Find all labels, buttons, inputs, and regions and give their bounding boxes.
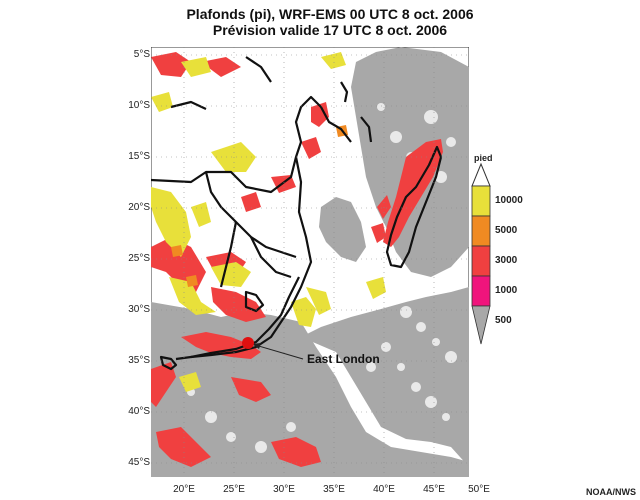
- legend-label-3000: 3000: [495, 255, 518, 266]
- legend-label-10000: 10000: [495, 195, 523, 206]
- map-title-line2: Prévision valide 17 UTC 8 oct. 2006: [212, 22, 448, 38]
- x-tick-25e: 25°E: [223, 484, 245, 495]
- legend-top-arrow: [471, 162, 491, 187]
- y-tick-20s: 20°S: [128, 202, 150, 213]
- x-tick-50e: 50°E: [468, 484, 490, 495]
- east-london-label: East London: [307, 352, 380, 366]
- legend-swatch-3000: [471, 245, 491, 277]
- legend-label-500: 500: [495, 315, 512, 326]
- y-tick-15s: 15°S: [128, 151, 150, 162]
- y-tick-45s: 45°S: [128, 457, 150, 468]
- legend-swatch-5000: [471, 215, 491, 247]
- x-tick-35e: 35°E: [323, 484, 345, 495]
- y-tick-30s: 30°S: [128, 304, 150, 315]
- x-tick-20e: 20°E: [173, 484, 195, 495]
- ceiling-yellow-areas: [151, 52, 386, 392]
- y-tick-35s: 35°S: [128, 355, 150, 366]
- east-london-marker: [242, 337, 304, 360]
- y-tick-25s: 25°S: [128, 253, 150, 264]
- legend-swatch-1000: [471, 275, 491, 307]
- credit-label: NOAA/NWS: [586, 487, 636, 497]
- lat-lon-grid: [151, 47, 469, 477]
- ceiling-forecast-map: [151, 47, 469, 477]
- legend-label-5000: 5000: [495, 225, 518, 236]
- legend-swatch-500: [471, 305, 491, 345]
- legend-title: pied: [474, 153, 493, 163]
- x-tick-40e: 40°E: [373, 484, 395, 495]
- y-tick-5s: 5°S: [133, 49, 150, 60]
- y-tick-10s: 10°S: [128, 100, 150, 111]
- legend-swatch-10000: [471, 185, 491, 217]
- x-tick-45e: 45°E: [423, 484, 445, 495]
- x-tick-30e: 30°E: [273, 484, 295, 495]
- legend-colorbar: [471, 162, 491, 345]
- country-boundaries: [151, 56, 443, 371]
- legend-label-1000: 1000: [495, 285, 518, 296]
- map-title-line1: Plafonds (pi), WRF-EMS 00 UTC 8 oct. 200…: [186, 6, 474, 22]
- y-tick-40s: 40°S: [128, 406, 150, 417]
